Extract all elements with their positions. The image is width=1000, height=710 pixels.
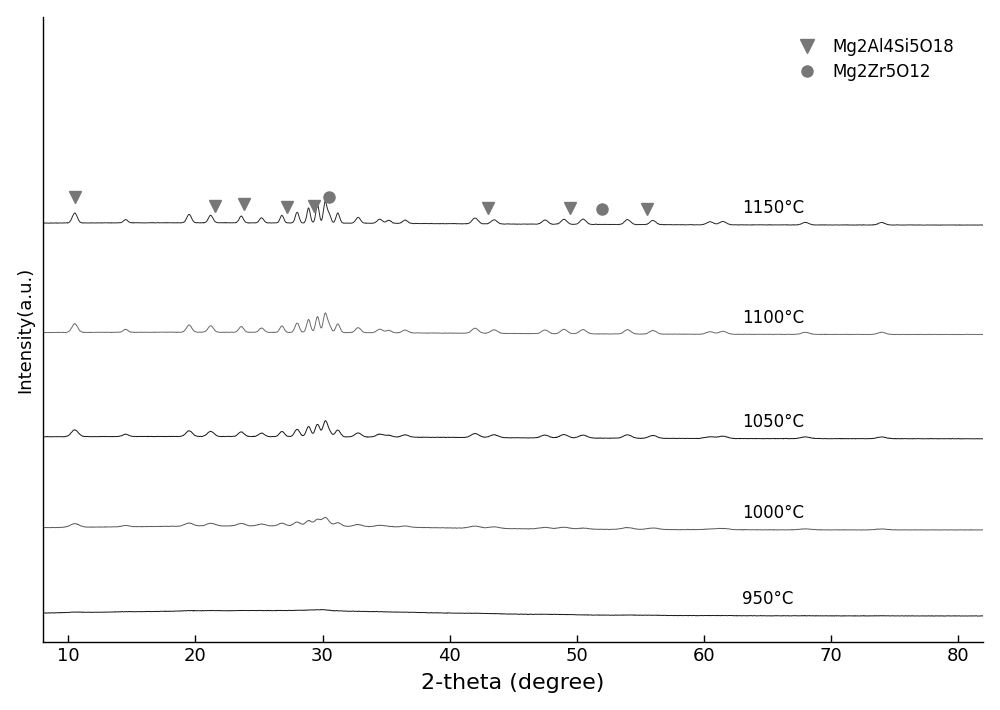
X-axis label: 2-theta (degree): 2-theta (degree) <box>421 673 605 694</box>
Text: 1150°C: 1150°C <box>742 200 804 217</box>
Text: 1000°C: 1000°C <box>742 504 804 523</box>
Y-axis label: Intensity(a.u.): Intensity(a.u.) <box>17 266 35 393</box>
Legend: Mg2Al4Si5O18, Mg2Zr5O12: Mg2Al4Si5O18, Mg2Zr5O12 <box>784 31 961 87</box>
Text: 950°C: 950°C <box>742 590 793 608</box>
Text: 1100°C: 1100°C <box>742 309 804 327</box>
Text: 1050°C: 1050°C <box>742 413 804 431</box>
